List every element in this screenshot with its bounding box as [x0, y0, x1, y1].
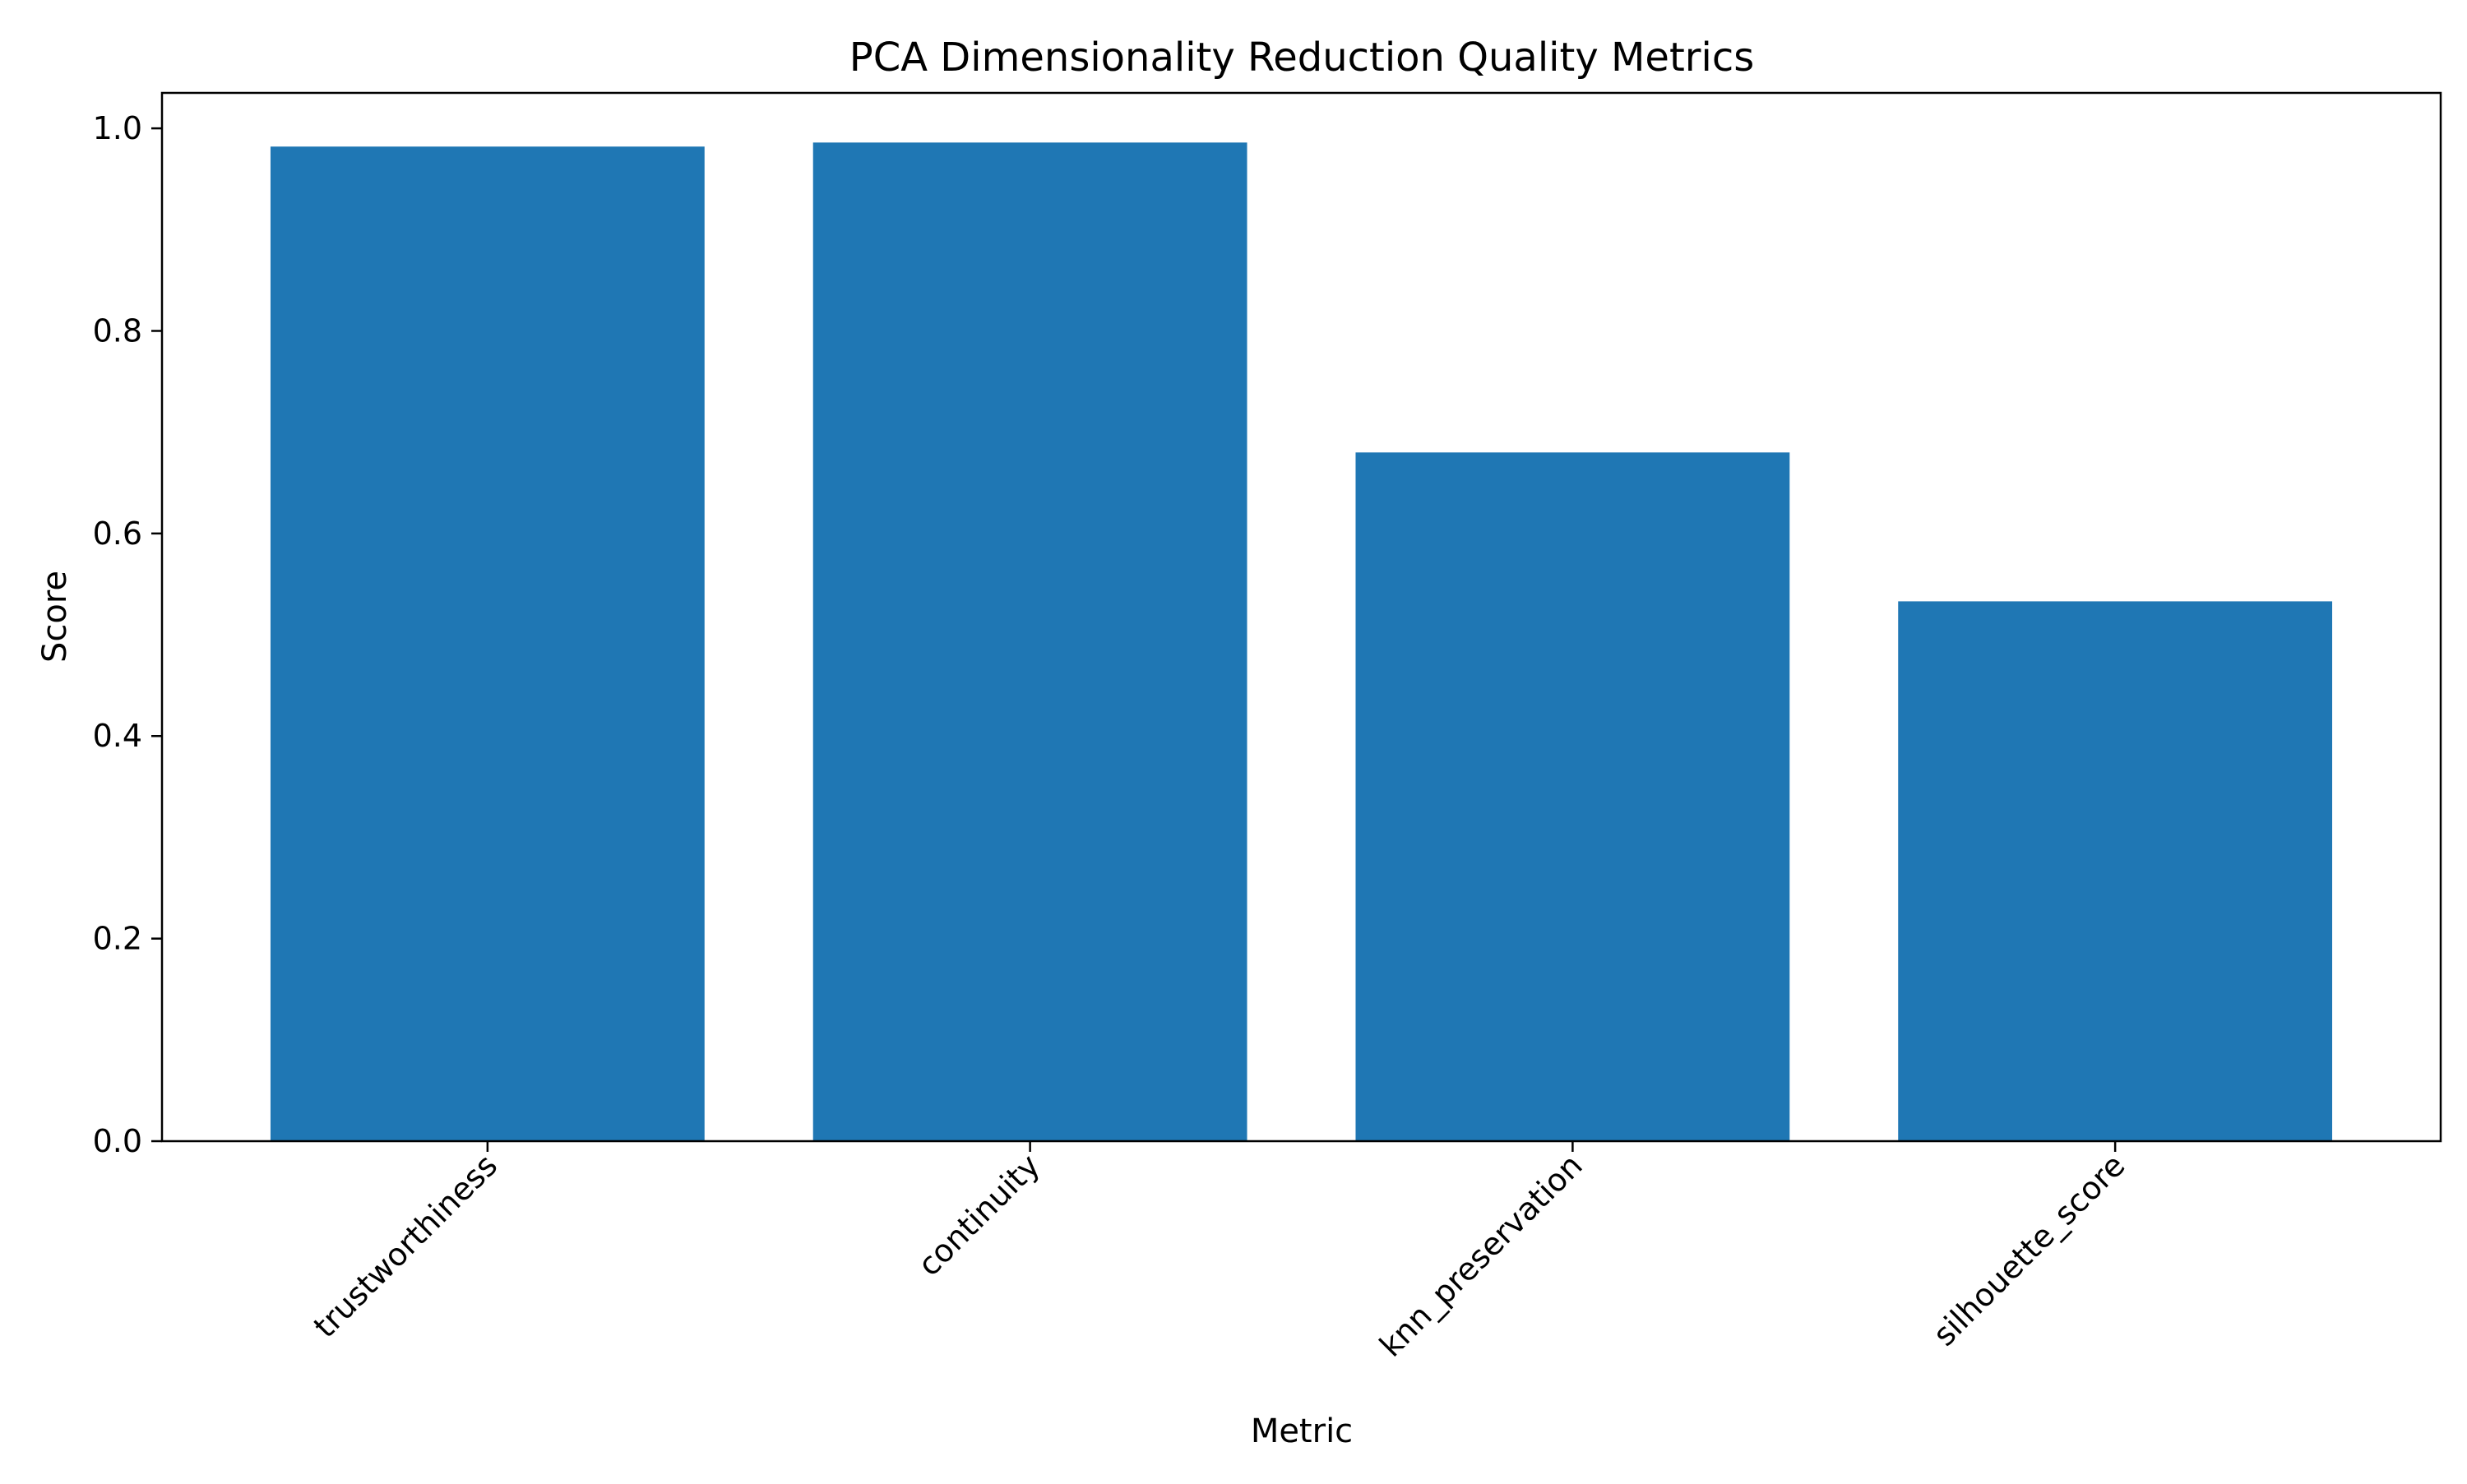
y-tick-label: 1.0	[93, 110, 142, 146]
y-tick-label: 0.0	[93, 1123, 142, 1159]
bar-continuity	[812, 142, 1247, 1142]
plot-frame	[160, 91, 2442, 1143]
y-axis-label: Score	[36, 571, 74, 663]
y-tick-label: 0.6	[93, 515, 142, 552]
y-tick-label: 0.4	[93, 718, 142, 754]
axes-layer	[160, 91, 2442, 1143]
chart-title: PCA Dimensionality Reduction Quality Met…	[849, 35, 1754, 81]
x-axis-label: Metric	[1251, 1412, 1353, 1450]
bar-silhouette-score	[1898, 601, 2333, 1141]
bar-knn-preservation	[1355, 452, 1790, 1141]
bar-trustworthiness	[270, 146, 705, 1142]
bars-layer	[270, 142, 2333, 1142]
y-tick-label: 0.2	[93, 921, 142, 957]
y-tick-label: 0.8	[93, 312, 142, 349]
